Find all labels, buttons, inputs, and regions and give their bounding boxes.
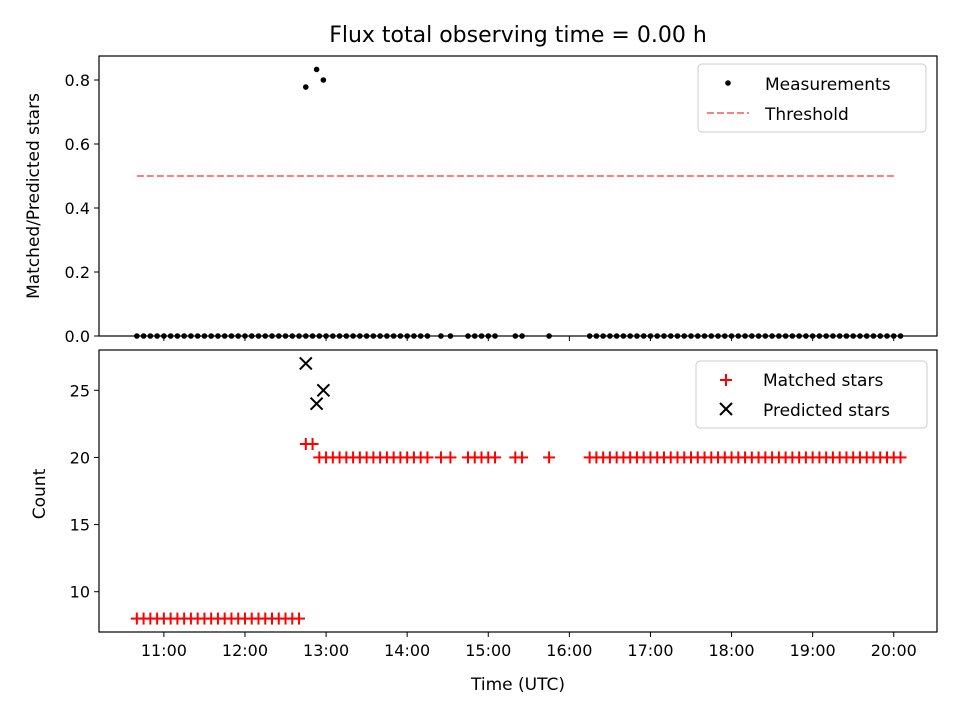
bottom-x-tick-label: 13:00	[303, 641, 349, 660]
bottom-y-tick-label: 20	[70, 448, 90, 467]
top-x-ticks	[163, 336, 895, 341]
bottom-y-tick-label: 25	[70, 381, 90, 400]
predicted-star-point	[299, 356, 313, 371]
legend-predicted-label: Predicted stars	[763, 401, 890, 421]
chart-title: Flux total observing time = 0.00 h	[329, 23, 707, 48]
bottom-x-axis-label: Time (UTC)	[470, 675, 565, 695]
legend-matched-marker	[720, 374, 732, 386]
top-axes: 0.0 0.2 0.4 0.6 0.8	[65, 55, 938, 346]
bottom-marks	[130, 356, 907, 625]
measurement-point	[320, 77, 327, 83]
measurement-point	[302, 84, 309, 90]
top-y-tick-label: 0.8	[65, 71, 90, 90]
legend-matched-label: Matched stars	[763, 371, 883, 391]
bottom-x-tick-label: 16:00	[546, 641, 592, 660]
bottom-y-tick-label: 10	[70, 583, 90, 602]
bottom-x-tick-label: 18:00	[709, 641, 755, 660]
top-y-tick-label: 0.6	[65, 135, 90, 154]
bottom-x-tick-label: 19:00	[790, 641, 836, 660]
legend-threshold-label: Threshold	[764, 105, 849, 125]
top-marks	[134, 66, 904, 339]
predicted-star-point	[316, 383, 331, 397]
measurement-point	[313, 66, 320, 73]
top-y-tick-label: 0.4	[65, 199, 90, 218]
bottom-x-tick-label: 20:00	[871, 641, 917, 660]
matched-star-point	[489, 451, 502, 464]
matched-star-point	[543, 451, 556, 464]
top-legend-box	[697, 63, 927, 133]
top-y-ticks: 0.0 0.2 0.4 0.6 0.8	[65, 71, 99, 346]
bottom-y-tick-label: 15	[70, 516, 90, 535]
top-y-axis-label: Matched/Predicted stars	[24, 93, 44, 299]
top-y-tick-label: 0.0	[65, 327, 90, 346]
bottom-x-tick-label: 12:00	[222, 641, 268, 660]
legend-measurements-label: Measurements	[765, 75, 891, 95]
bottom-x-tick-label: 17:00	[627, 641, 673, 660]
top-axes-frame	[98, 55, 938, 337]
bottom-x-tick-label: 11:00	[141, 641, 187, 660]
legend-measurements-marker	[725, 80, 731, 86]
bottom-legend-box	[695, 360, 928, 429]
bottom-axes-frame	[98, 349, 938, 633]
bottom-legend: Matched stars Predicted stars	[695, 360, 928, 429]
top-legend: Measurements Threshold	[697, 63, 927, 133]
matched-star-point	[293, 612, 306, 625]
bottom-y-ticks: 10 15 20 25	[70, 381, 99, 602]
legend-predicted-marker	[719, 402, 733, 416]
matched-star-point	[306, 438, 319, 450]
bottom-y-axis-label: Count	[30, 468, 50, 519]
matched-star-point	[421, 451, 434, 464]
bottom-x-tick-label: 14:00	[384, 641, 430, 660]
matched-star-point	[894, 451, 907, 464]
bottom-x-tick-label: 15:00	[465, 641, 511, 660]
predicted-star-point	[309, 397, 324, 411]
bottom-x-ticks: 11:00 12:00 13:00 14:00 15:00 16:00 17:00 18:00…	[141, 632, 917, 660]
top-y-tick-label: 0.2	[65, 263, 90, 282]
matched-star-point	[516, 451, 529, 464]
matched-star-point	[444, 451, 457, 464]
